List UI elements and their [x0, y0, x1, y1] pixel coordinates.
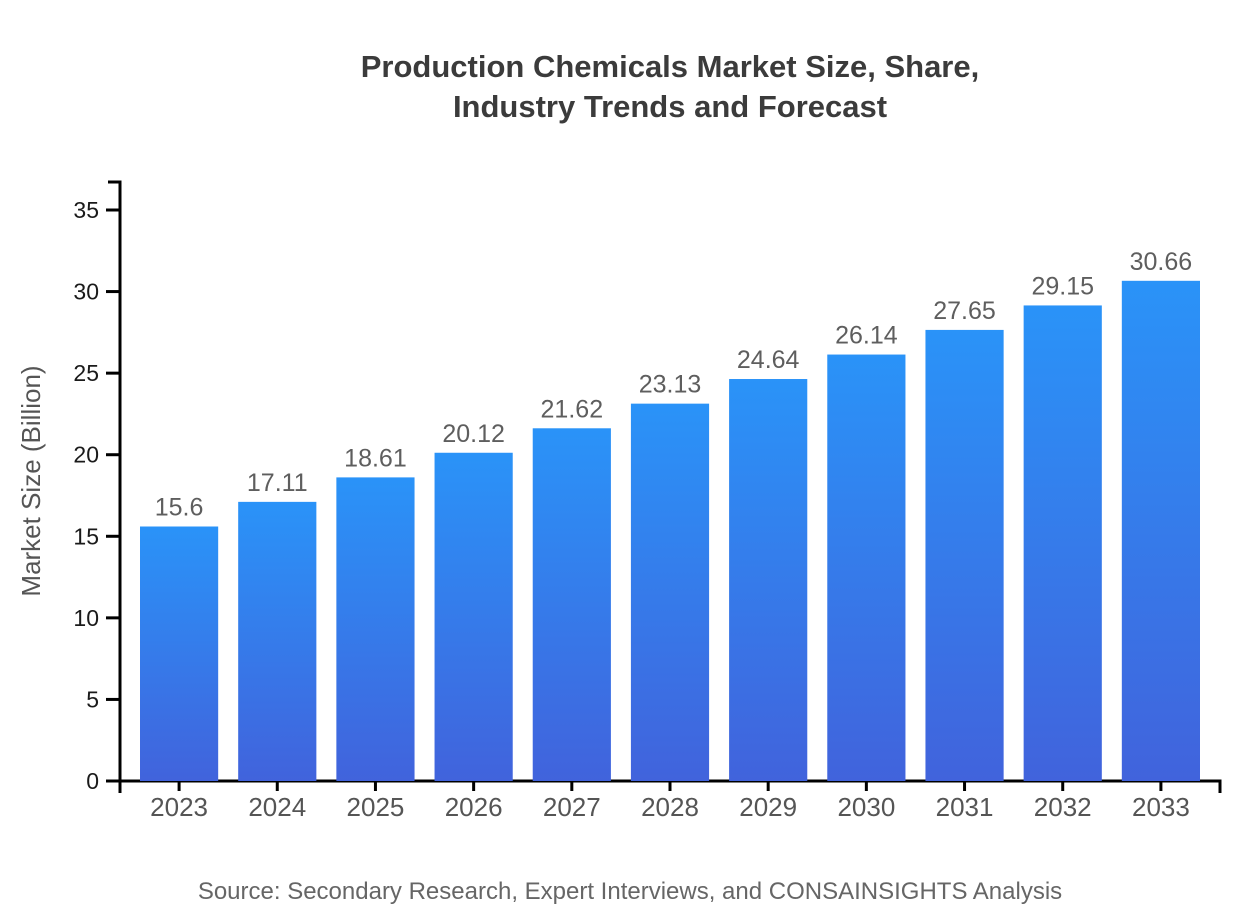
- bar: [630, 403, 710, 781]
- y-tick-label: 5: [86, 686, 99, 712]
- bar-value-label: 24.64: [737, 346, 800, 374]
- bar: [1023, 305, 1102, 781]
- bar-value-label: 29.15: [1031, 272, 1094, 300]
- bar-value-label: 17.11: [247, 469, 308, 497]
- bar: [1121, 280, 1200, 781]
- bar-value-label: 30.66: [1130, 248, 1193, 276]
- bar: [434, 452, 513, 781]
- bar: [729, 379, 808, 781]
- bar-value-label: 15.6: [155, 493, 204, 521]
- x-tick-label: 2030: [837, 792, 895, 822]
- chart-title: Production Chemicals Market Size, Share,…: [120, 47, 1220, 127]
- source-attribution: Source: Secondary Research, Expert Inter…: [197, 878, 1063, 905]
- bar: [925, 329, 1004, 781]
- x-tick-label: 2033: [1132, 792, 1190, 822]
- y-axis-line: [108, 180, 122, 781]
- bar-value-label: 18.61: [344, 444, 407, 472]
- bar: [827, 354, 906, 781]
- bar-value-label: 26.14: [835, 322, 898, 350]
- bar: [532, 428, 611, 781]
- bar: [238, 501, 317, 781]
- x-tick-label: 2027: [543, 792, 601, 822]
- bar: [336, 477, 415, 781]
- y-tick-label: 10: [73, 605, 99, 631]
- x-tick-label: 2028: [641, 792, 699, 822]
- x-tick-label: 2029: [739, 792, 797, 822]
- x-tick-label: 2024: [248, 792, 306, 822]
- y-tick-label: 20: [73, 442, 99, 468]
- x-tick-label: 2025: [347, 792, 405, 822]
- x-tick-label: 2031: [936, 792, 994, 822]
- bar-value-label: 27.65: [933, 297, 996, 325]
- y-tick-label: 0: [86, 768, 99, 794]
- chart-title-line-1: Production Chemicals Market Size, Share,: [360, 49, 980, 84]
- bar-value-label: 20.12: [442, 420, 505, 448]
- y-tick-label: 30: [73, 279, 99, 305]
- y-tick-label: 35: [73, 197, 99, 223]
- x-tick-label: 2032: [1034, 792, 1092, 822]
- y-tick-label: 25: [73, 360, 99, 386]
- chart-title-line-2: Industry Trends and Forecast: [452, 89, 888, 124]
- x-tick-label: 2023: [150, 792, 208, 822]
- bar: [140, 526, 219, 781]
- bar-value-label: 21.62: [541, 395, 604, 423]
- x-tick-label: 2026: [445, 792, 503, 822]
- bar-value-label: 23.13: [639, 371, 702, 399]
- y-tick-label: 15: [73, 523, 99, 549]
